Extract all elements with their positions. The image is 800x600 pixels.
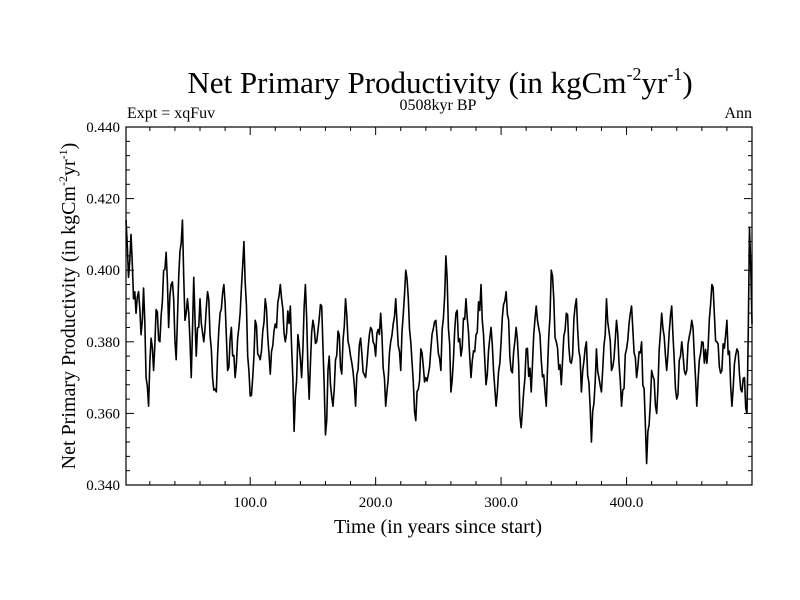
chart-title-sup1: -2 bbox=[626, 64, 641, 84]
x-tick-label: 400.0 bbox=[610, 495, 644, 511]
y-axis-label-main: Net Primary Productivity (in kgCm bbox=[58, 186, 80, 470]
axis-tick-labels: 100.0 200.0 300.0 400.0 0.340 0.360 0.380 0.400… bbox=[86, 120, 643, 511]
x-tick-label: 200.0 bbox=[359, 495, 393, 511]
chart-title-mid: yr bbox=[641, 65, 668, 100]
chart-title-sup2: -1 bbox=[667, 64, 682, 84]
x-tick-label: 300.0 bbox=[484, 495, 518, 511]
experiment-annotation: Expt = xqFuv bbox=[127, 105, 215, 122]
y-tick-label: 0.400 bbox=[86, 263, 120, 279]
y-axis-label-mid: yr bbox=[58, 159, 80, 176]
y-axis-label-sup2: -1 bbox=[56, 149, 70, 159]
chart-title-main: Net Primary Productivity (in kgCm bbox=[187, 65, 626, 100]
y-tick-label: 0.360 bbox=[86, 406, 120, 422]
y-axis-label-sup1: -2 bbox=[56, 176, 70, 186]
plot-frame bbox=[125, 126, 753, 486]
y-axis-label-end: ) bbox=[58, 143, 80, 150]
season-annotation: Ann bbox=[724, 105, 752, 122]
x-tick-label: 100.0 bbox=[233, 495, 267, 511]
y-tick-label: 0.440 bbox=[86, 120, 120, 136]
x-axis-label: Time (in years since start) bbox=[334, 516, 542, 538]
y-tick-label: 0.380 bbox=[86, 335, 120, 351]
y-axis-label: Net Primary Productivity (in kgCm-2yr-1) bbox=[56, 143, 80, 470]
npp-series-line bbox=[125, 219, 753, 465]
axis-ticks bbox=[126, 126, 752, 486]
y-tick-label: 0.340 bbox=[86, 478, 120, 494]
plot-series-layer bbox=[125, 219, 753, 465]
chart-title-end: ) bbox=[682, 65, 692, 100]
chart-title: Net Primary Productivity (in kgCm-2yr-1) bbox=[187, 64, 692, 100]
y-tick-label: 0.420 bbox=[86, 192, 120, 208]
chart-subtitle: 0508kyr BP bbox=[400, 97, 477, 114]
